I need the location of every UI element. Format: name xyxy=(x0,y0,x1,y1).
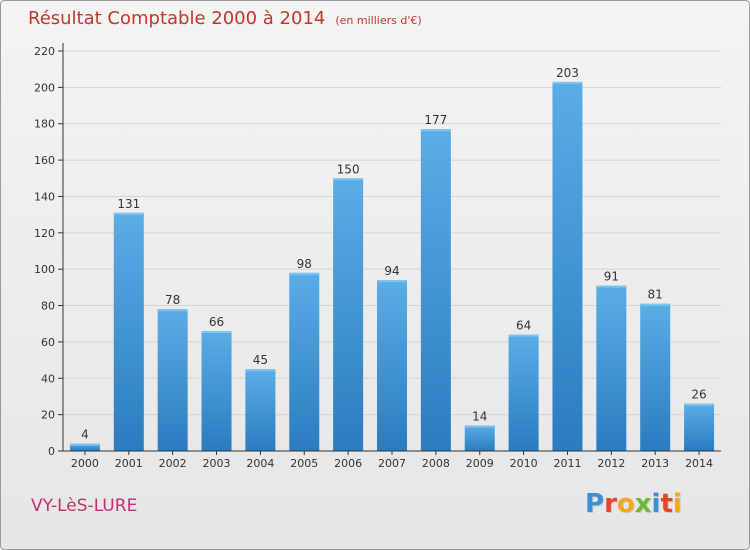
y-tick-label: 160 xyxy=(34,154,55,167)
y-tick-label: 120 xyxy=(34,227,55,240)
bar xyxy=(640,303,671,451)
bar-top-edge xyxy=(508,334,539,337)
bars xyxy=(69,81,715,452)
logo-letter: i xyxy=(672,489,682,519)
bar xyxy=(289,272,320,451)
x-tick-label: 2002 xyxy=(159,457,187,470)
data-label: 14 xyxy=(472,410,487,424)
data-label: 45 xyxy=(253,353,268,367)
bar xyxy=(684,403,715,451)
x-tick-label: 2003 xyxy=(203,457,231,470)
data-label: 26 xyxy=(691,388,706,402)
data-label: 203 xyxy=(556,66,579,80)
data-label: 131 xyxy=(117,197,140,211)
y-tick-label: 180 xyxy=(34,118,55,131)
data-label: 177 xyxy=(424,113,447,127)
bar-top-edge xyxy=(596,285,627,288)
data-label: 66 xyxy=(209,315,224,329)
y-tick-label: 20 xyxy=(41,409,55,422)
y-tick-label: 220 xyxy=(34,45,55,58)
y-tick-label: 200 xyxy=(34,81,55,94)
x-tick-label: 2014 xyxy=(685,457,713,470)
chart-title: Résultat Comptable 2000 à 2014 xyxy=(28,8,326,29)
x-tick-label: 2012 xyxy=(597,457,625,470)
bar-top-edge xyxy=(464,425,495,428)
x-tick-label: 2005 xyxy=(290,457,318,470)
logo-letter: t xyxy=(660,489,673,519)
bar xyxy=(596,285,627,451)
logo-letter: P xyxy=(585,489,605,519)
bar-top-edge xyxy=(113,212,144,215)
data-label: 4 xyxy=(81,428,89,442)
x-tick-label: 2006 xyxy=(334,457,362,470)
logo-letter: i xyxy=(651,489,661,519)
x-tick-label: 2001 xyxy=(115,457,143,470)
logo-letter: x xyxy=(634,489,652,519)
bar-top-edge xyxy=(640,303,671,306)
bar-top-edge xyxy=(201,331,232,333)
bar-top-edge xyxy=(245,369,276,372)
bar-top-edge xyxy=(157,309,188,312)
y-tick-label: 140 xyxy=(34,190,55,203)
x-tick-label: 2010 xyxy=(510,457,538,470)
data-label: 98 xyxy=(297,257,312,271)
y-tick-label: 60 xyxy=(41,336,55,349)
proxiti-logo: Proxiti xyxy=(585,489,682,519)
bar xyxy=(201,331,232,451)
title-row: Résultat Comptable 2000 à 2014 (en millie… xyxy=(28,8,422,29)
bar-top-edge xyxy=(684,403,715,406)
bar-top-edge xyxy=(69,443,100,446)
bar-top-edge xyxy=(552,81,583,84)
bar xyxy=(245,369,276,451)
x-tick-label: 2008 xyxy=(422,457,450,470)
data-label: 94 xyxy=(384,264,399,278)
x-tick-label: 2004 xyxy=(246,457,274,470)
bar xyxy=(69,443,100,451)
x-tick-label: 2013 xyxy=(641,457,669,470)
bar xyxy=(508,334,539,451)
bar xyxy=(420,129,451,451)
y-tick-label: 0 xyxy=(48,445,55,458)
bar-top-edge xyxy=(289,272,320,275)
bar xyxy=(377,280,407,451)
bar xyxy=(552,81,583,451)
data-label: 64 xyxy=(516,319,531,333)
y-tick-label: 80 xyxy=(41,300,55,313)
y-tick-label: 100 xyxy=(34,263,55,276)
bar xyxy=(157,309,188,451)
data-label: 78 xyxy=(165,293,180,307)
bar-top-edge xyxy=(333,178,364,181)
logo-letter: r xyxy=(604,489,617,519)
bar-top-edge xyxy=(377,280,407,283)
bar xyxy=(464,425,495,451)
x-tick-label: 2009 xyxy=(466,457,494,470)
x-tick-label: 2000 xyxy=(71,457,99,470)
commune-name: VY-LèS-LURE xyxy=(31,496,138,516)
bar xyxy=(333,178,364,452)
data-label: 81 xyxy=(648,288,663,302)
x-tick-label: 2011 xyxy=(553,457,581,470)
axes: 0 20 40 60 80 100 120 140 160 180 200 220 2000 2001 20… xyxy=(34,43,721,470)
chart-subtitle: (en milliers d'€) xyxy=(335,14,422,27)
x-tick-label: 2007 xyxy=(378,457,406,470)
bar-top-edge xyxy=(420,129,451,132)
y-tick-label: 40 xyxy=(41,372,55,385)
data-labels: 4 131 78 66 45 98 150 94 177 14 64 203 91 81 26 xyxy=(81,66,707,442)
data-label: 150 xyxy=(337,162,360,176)
logo-letter: o xyxy=(616,489,635,519)
bar xyxy=(113,212,144,451)
data-label: 91 xyxy=(604,270,619,284)
